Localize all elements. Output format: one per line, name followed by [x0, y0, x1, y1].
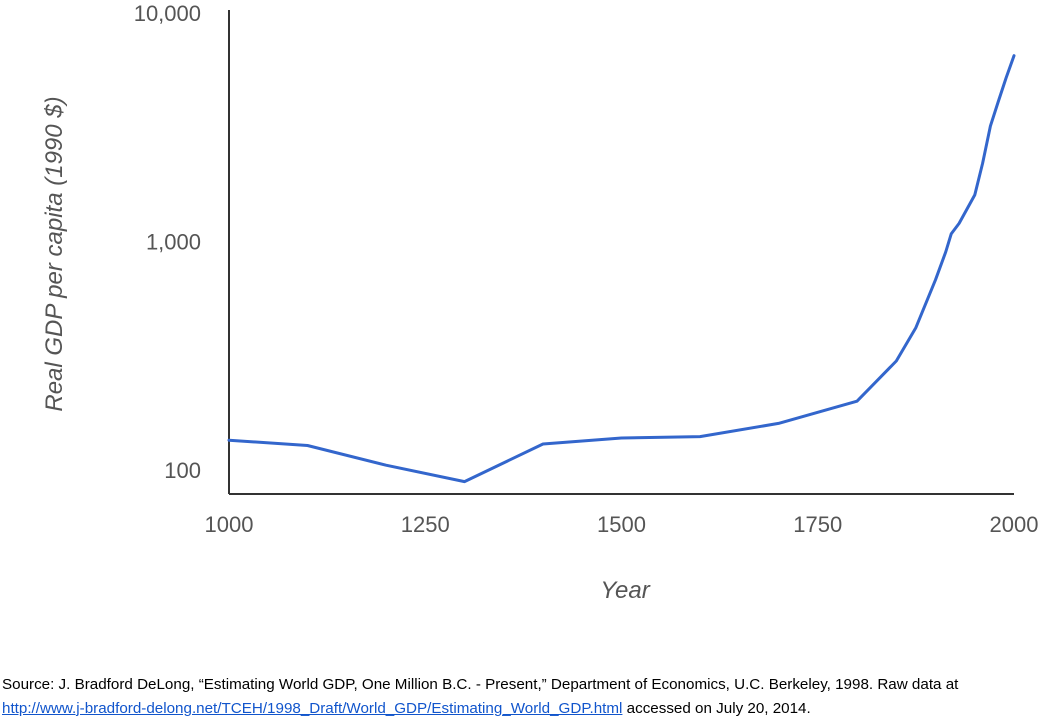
x-tick-label: 1500 [597, 512, 646, 537]
y-tick-label: 10,000 [134, 1, 201, 26]
source-accessed-text: accessed on July 20, 2014. [622, 700, 811, 717]
source-note: Source: J. Bradford DeLong, “Estimating … [2, 673, 1046, 721]
x-tick-label: 1750 [793, 512, 842, 537]
gdp-line-chart: 100 1,000 10,000 1000 1250 1500 1750 2000 Year… [41, 1, 1039, 604]
series-layer [227, 54, 1016, 484]
y-tick-label: 100 [164, 458, 201, 483]
x-tick-label: 1250 [401, 512, 450, 537]
y-tick-labels: 100 1,000 10,000 [134, 1, 201, 483]
series-line [227, 54, 1016, 484]
y-axis-title: Real GDP per capita (1990 $) [41, 96, 68, 411]
x-tick-labels: 1000 1250 1500 1750 2000 [205, 512, 1039, 537]
source-line-2: http://www.j-bradford-delong.net/TCEH/19… [2, 697, 1046, 721]
x-axis-title: Year [600, 577, 650, 604]
source-line-1: Source: J. Bradford DeLong, “Estimating … [2, 673, 1046, 697]
source-link[interactable]: http://www.j-bradford-delong.net/TCEH/19… [2, 700, 623, 717]
y-tick-label: 1,000 [146, 230, 201, 255]
x-tick-label: 1000 [205, 512, 254, 537]
source-text: Source: J. Bradford DeLong, “Estimating … [2, 676, 959, 693]
x-tick-label: 2000 [990, 512, 1039, 537]
